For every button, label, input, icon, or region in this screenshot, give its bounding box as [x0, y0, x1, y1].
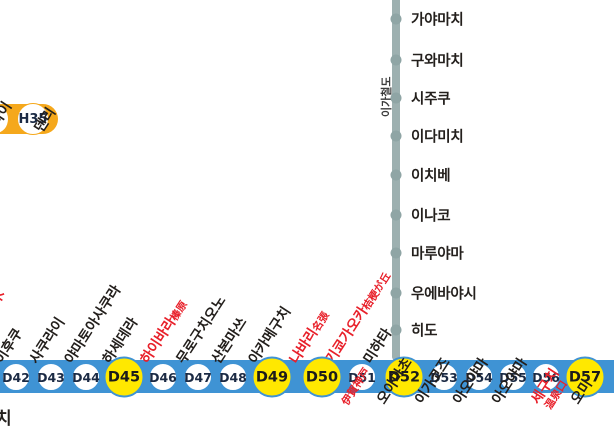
d-stop-D42[interactable]: D42 [2, 363, 30, 391]
d-stop-D44[interactable]: D44 [72, 363, 100, 391]
iga-stop-label-7: 우에바야시 [411, 286, 477, 303]
iga-stop-label-1: 구와마치 [411, 53, 464, 70]
d-stop-D56[interactable]: D56 [532, 363, 560, 391]
d-stop-D53[interactable]: D53 [430, 363, 458, 391]
d-stop-D57[interactable]: D57 [564, 356, 606, 398]
d-stop-D45[interactable]: D45 [103, 356, 145, 398]
iga-stop-dot-2[interactable] [390, 92, 402, 104]
edge-fragment-hangul: 치 [0, 409, 12, 429]
iga-stop-label-5: 이나코 [411, 208, 451, 225]
d-stop-D50[interactable]: D50 [301, 356, 343, 398]
iga-stop-label-0: 가야마치 [411, 12, 464, 29]
d-stop-D51[interactable]: D51 [348, 363, 376, 391]
iga-stop-dot-5[interactable] [390, 209, 402, 221]
d-stop-D43[interactable]: D43 [37, 363, 65, 391]
d-stop-D55[interactable]: D55 [499, 363, 527, 391]
iga-stop-label-6: 마루야마 [411, 246, 464, 263]
d-label-kanji-D51: 桔梗が丘 [360, 270, 394, 313]
iga-stop-dot-8[interactable] [390, 324, 402, 336]
d-stop-D47[interactable]: D47 [184, 363, 212, 391]
iga-stop-label-3: 이다미치 [411, 129, 464, 146]
iga-stop-dot-1[interactable] [390, 54, 402, 66]
iga-stop-dot-7[interactable] [390, 287, 402, 299]
iga-stop-label-2: 시주쿠 [411, 91, 451, 108]
iga-stop-dot-3[interactable] [390, 130, 402, 142]
d-stop-D49[interactable]: D49 [251, 356, 293, 398]
d-stop-D52[interactable]: D52 [383, 356, 425, 398]
d-stop-D48[interactable]: D48 [219, 363, 247, 391]
d-stop-D54[interactable]: D54 [465, 363, 493, 391]
iga-stop-dot-4[interactable] [390, 169, 402, 181]
iga-stop-dot-0[interactable] [390, 13, 402, 25]
iga-stop-label-4: 이치베 [411, 168, 451, 185]
edge-fragment-kanji: 八木 [0, 287, 9, 320]
iga-stop-dot-6[interactable] [390, 247, 402, 259]
d-station-label-D48: 산본마쓰 [209, 315, 250, 367]
d-station-label-D43: 사쿠라이 [27, 315, 68, 367]
iga-stop-label-8: 히도 [411, 323, 438, 340]
d-stop-D46[interactable]: D46 [149, 363, 177, 391]
h-line-badge-h35[interactable]: H35 [17, 103, 49, 135]
